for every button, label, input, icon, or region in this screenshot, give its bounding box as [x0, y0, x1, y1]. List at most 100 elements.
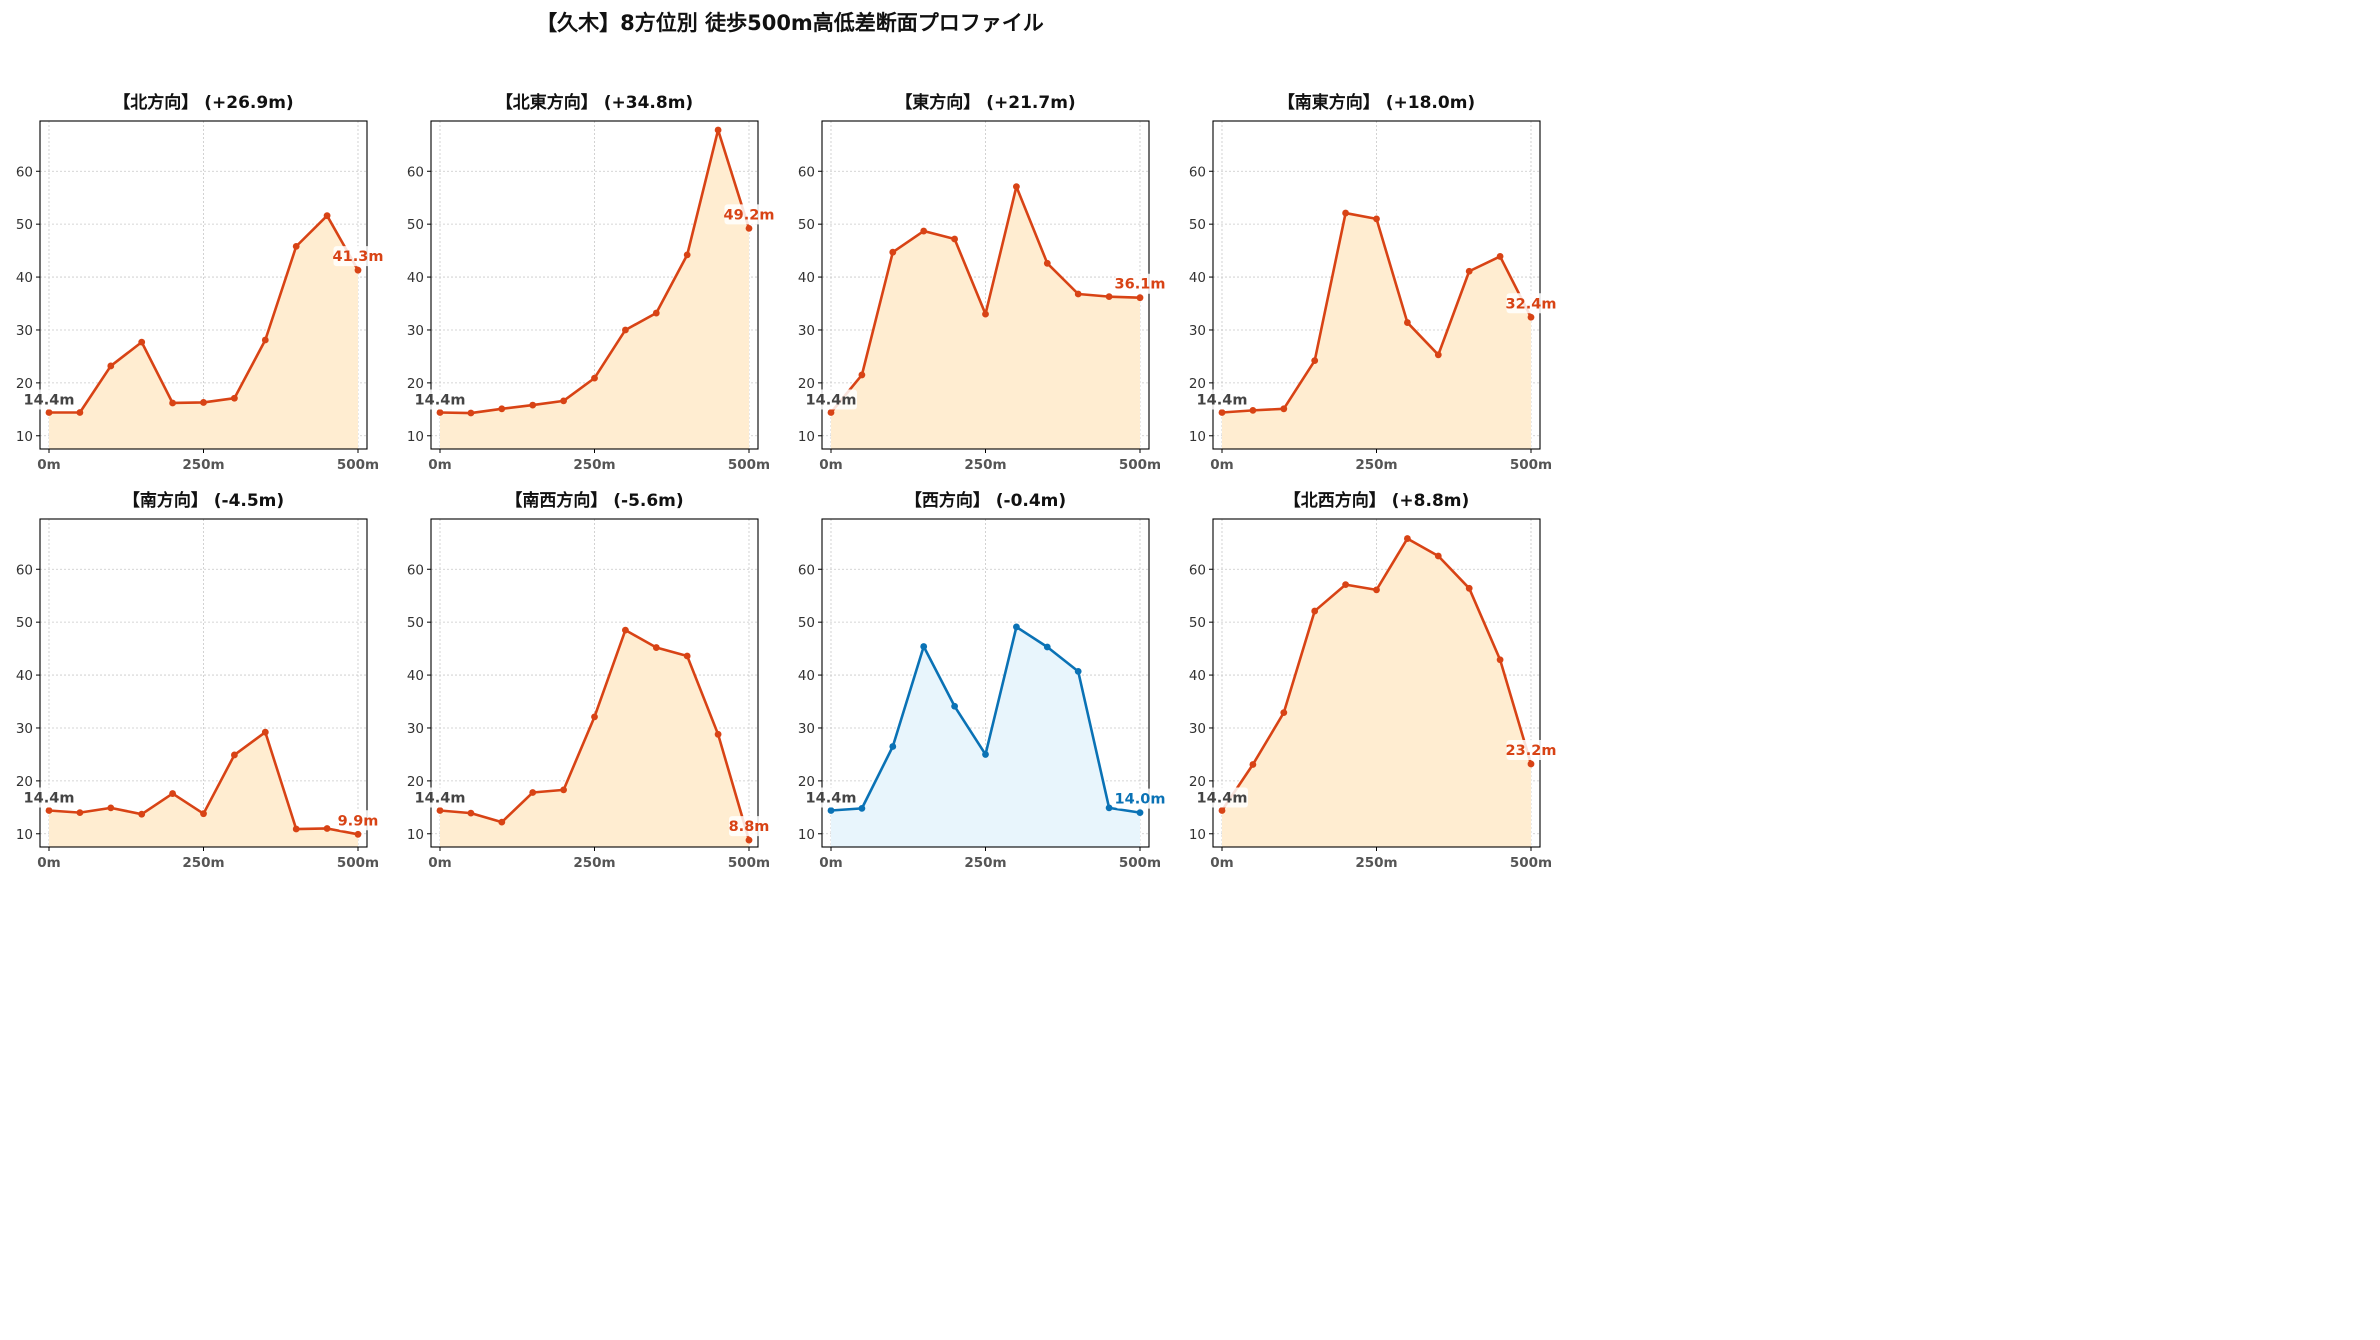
data-point — [951, 702, 958, 710]
end-label-background — [1115, 273, 1165, 294]
data-point — [1465, 267, 1473, 275]
x-tick-label: 250m — [1355, 457, 1397, 473]
start-label-background — [24, 389, 75, 410]
x-tick-label: 250m — [182, 457, 224, 473]
data-point — [982, 751, 989, 758]
start-elevation-label: 14.4m — [24, 392, 75, 408]
y-tick-label: 10 — [407, 429, 424, 445]
data-point — [436, 807, 444, 814]
data-point — [436, 409, 444, 416]
x-tick-label: 500m — [1510, 855, 1552, 871]
start-label-background — [1197, 389, 1248, 410]
data-point — [200, 810, 207, 818]
data-point — [1013, 183, 1020, 191]
profile-area-fill — [440, 129, 749, 450]
end-elevation-label: 36.1m — [1115, 277, 1166, 293]
data-point — [1218, 807, 1226, 814]
y-tick-label: 50 — [1189, 217, 1206, 233]
y-tick-label: 20 — [407, 376, 424, 392]
x-tick-label: 250m — [573, 855, 615, 871]
y-tick-label: 20 — [1189, 376, 1206, 392]
start-label-background — [24, 787, 75, 808]
y-tick-label: 60 — [798, 562, 815, 578]
panel-title: 【北西方向】 (+8.8m) — [1284, 490, 1470, 511]
start-label-background — [1197, 787, 1248, 808]
y-tick-label: 60 — [16, 164, 33, 180]
end-elevation-label: 8.8m — [729, 819, 770, 835]
data-point — [138, 338, 146, 346]
start-label-background — [415, 787, 466, 808]
data-point — [231, 751, 238, 759]
chart-panel: 【北方向】 (+26.9m) 10 20 30 40 50 60 0m 250m 500m 14.4… — [16, 92, 384, 473]
data-point — [1496, 656, 1504, 664]
y-tick-label: 50 — [798, 217, 815, 233]
panel-title: 【南方向】 (-4.5m) — [123, 490, 284, 511]
y-tick-label: 50 — [798, 615, 815, 631]
data-point — [591, 713, 598, 721]
end-label-background — [724, 204, 774, 225]
profile-area-fill — [831, 626, 1140, 847]
end-label-background — [338, 810, 378, 831]
data-point — [467, 809, 475, 817]
data-point — [827, 807, 835, 814]
data-point — [529, 789, 537, 796]
y-tick-label: 30 — [798, 323, 815, 339]
data-point — [169, 790, 177, 797]
start-elevation-label: 14.4m — [806, 392, 857, 408]
data-point — [1311, 607, 1319, 615]
data-point — [1311, 357, 1319, 365]
y-tick-label: 10 — [1189, 827, 1206, 843]
end-elevation-label: 14.0m — [1115, 792, 1166, 808]
data-point — [1496, 253, 1504, 260]
data-point — [1218, 409, 1226, 416]
y-tick-label: 60 — [16, 562, 33, 578]
y-tick-label: 30 — [16, 323, 33, 339]
data-point — [982, 310, 989, 318]
data-point — [714, 126, 722, 134]
data-point — [1136, 294, 1144, 302]
data-point — [1373, 586, 1380, 594]
y-tick-label: 40 — [798, 270, 815, 286]
data-point — [1074, 290, 1082, 298]
end-label-background — [1115, 788, 1165, 809]
y-tick-label: 40 — [1189, 270, 1206, 286]
data-point — [323, 212, 331, 220]
data-point — [858, 804, 866, 812]
data-point — [1527, 313, 1535, 321]
data-point — [498, 818, 506, 826]
data-point — [951, 235, 958, 243]
data-point — [858, 371, 866, 379]
x-tick-label: 0m — [1210, 457, 1233, 473]
panel-title: 【南西方向】 (-5.6m) — [505, 490, 683, 511]
x-tick-label: 0m — [37, 855, 60, 871]
data-point — [1280, 405, 1288, 413]
profile-area-fill — [1222, 213, 1531, 449]
data-point — [591, 374, 598, 382]
x-tick-label: 0m — [428, 457, 451, 473]
data-point — [138, 810, 146, 818]
start-elevation-label: 14.4m — [1197, 790, 1248, 806]
data-point — [1249, 406, 1257, 414]
data-point — [261, 336, 269, 344]
x-tick-label: 500m — [1510, 457, 1552, 473]
end-elevation-label: 9.9m — [338, 813, 379, 829]
start-elevation-label: 14.4m — [415, 790, 466, 806]
x-tick-label: 500m — [1119, 457, 1161, 473]
profile-area-fill — [440, 630, 749, 847]
data-point — [1342, 209, 1349, 217]
data-point — [889, 248, 897, 256]
figure-svg: 【久木】8方位別 徒歩500m高低差断面プロファイル 【北方向】 (+26.9m… — [16, 11, 1557, 871]
data-point — [745, 836, 753, 844]
data-point — [498, 405, 506, 413]
y-tick-label: 50 — [16, 615, 33, 631]
data-point — [1404, 535, 1411, 542]
y-tick-label: 40 — [407, 270, 424, 286]
start-label-background — [806, 389, 857, 410]
data-point — [323, 825, 331, 832]
data-point — [1105, 293, 1113, 301]
data-point — [1043, 259, 1051, 267]
data-point — [292, 825, 300, 833]
y-tick-label: 20 — [16, 376, 33, 392]
chart-panel: 【東方向】 (+21.7m) 10 20 30 40 50 60 0m 250m 500m 14.4… — [798, 92, 1166, 473]
y-tick-label: 60 — [1189, 164, 1206, 180]
